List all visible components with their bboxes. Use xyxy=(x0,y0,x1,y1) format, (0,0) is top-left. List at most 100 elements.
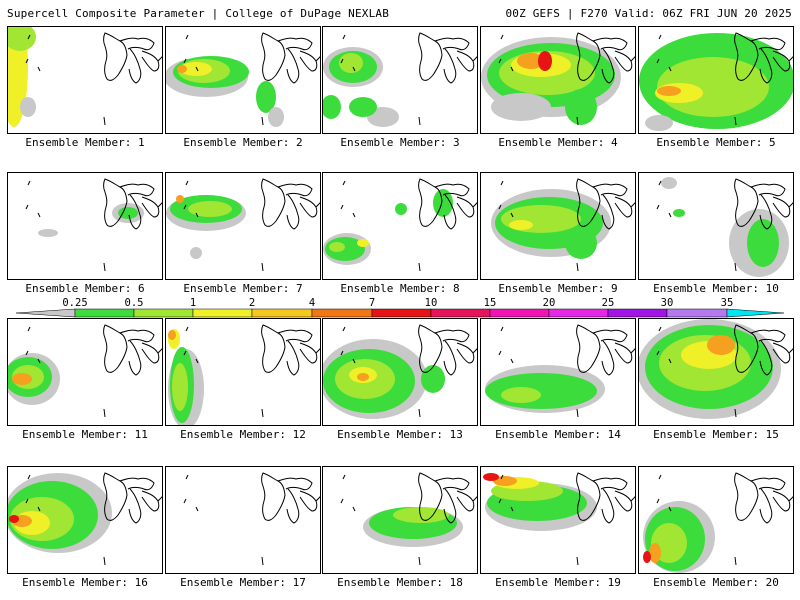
scp-map xyxy=(323,32,477,127)
member-label: Ensemble Member: 15 xyxy=(653,428,779,441)
legend-label: 1 xyxy=(189,297,197,309)
scp-map xyxy=(483,472,635,566)
great-lakes-coastline xyxy=(261,324,320,376)
great-lakes-coastline xyxy=(261,32,320,84)
scp-contour xyxy=(268,107,284,127)
shoreline-marks xyxy=(340,34,421,126)
member-label: Ensemble Member: 1 xyxy=(25,136,145,149)
ensemble-panel xyxy=(638,318,794,426)
great-lakes-coastline xyxy=(418,472,477,524)
scp-contour xyxy=(256,81,276,113)
great-lakes-coastline xyxy=(418,32,477,84)
legend-color-swatch xyxy=(726,308,785,318)
legend-label: 20 xyxy=(542,297,556,309)
scp-contour xyxy=(9,515,19,523)
scp-map xyxy=(168,324,320,425)
shoreline-marks xyxy=(183,180,264,272)
scp-contour xyxy=(645,115,673,131)
scp-contour xyxy=(38,229,58,237)
shoreline-marks xyxy=(340,180,421,272)
ensemble-panel xyxy=(7,318,163,426)
shoreline-marks xyxy=(340,326,421,418)
great-lakes-coastline xyxy=(103,32,162,84)
legend-color-swatch xyxy=(133,308,194,318)
member-label: Ensemble Member: 14 xyxy=(495,428,621,441)
great-lakes-coastline xyxy=(418,178,477,230)
scp-contour xyxy=(180,62,212,76)
member-label: Ensemble Member: 19 xyxy=(495,576,621,589)
scp-contour xyxy=(172,363,188,411)
scp-contour xyxy=(657,86,681,96)
scp-map xyxy=(485,324,635,418)
scp-contour xyxy=(339,53,363,73)
shoreline-marks xyxy=(656,474,737,566)
legend-color-swatch xyxy=(74,308,135,318)
ensemble-panel xyxy=(165,172,321,280)
member-label: Ensemble Member: 3 xyxy=(340,136,460,149)
scp-map xyxy=(8,324,162,418)
scp-map xyxy=(323,324,477,419)
scp-contour xyxy=(565,227,597,259)
shoreline-marks xyxy=(25,34,106,126)
scp-contour xyxy=(649,543,661,563)
ensemble-panel xyxy=(7,172,163,280)
scp-contour xyxy=(673,209,685,217)
ensemble-panel xyxy=(480,318,636,426)
shoreline-marks xyxy=(340,474,421,566)
color-legend-bar xyxy=(15,308,785,318)
scp-contour xyxy=(349,97,377,117)
member-label: Ensemble Member: 12 xyxy=(180,428,306,441)
great-lakes-coastline xyxy=(576,32,635,84)
member-label: Ensemble Member: 5 xyxy=(656,136,776,149)
shoreline-marks xyxy=(498,180,579,272)
shoreline-marks xyxy=(183,474,264,566)
legend-label: 25 xyxy=(601,297,615,309)
great-lakes-coastline xyxy=(261,472,320,524)
scp-contour xyxy=(433,189,453,217)
scp-contour xyxy=(501,205,581,233)
scp-contour xyxy=(565,89,597,125)
scp-contour xyxy=(329,242,345,252)
scp-map xyxy=(183,472,320,566)
shoreline-marks xyxy=(25,474,106,566)
great-lakes-coastline xyxy=(734,178,793,230)
scp-contour xyxy=(188,201,232,217)
scp-contour xyxy=(8,27,36,51)
shoreline-marks xyxy=(498,34,579,126)
shoreline-marks xyxy=(656,180,737,272)
member-label: Ensemble Member: 8 xyxy=(340,282,460,295)
scp-contour xyxy=(190,247,202,259)
great-lakes-coastline xyxy=(734,324,793,376)
scp-map xyxy=(340,472,477,566)
great-lakes-coastline xyxy=(576,324,635,376)
title-left: Supercell Composite Parameter | College … xyxy=(7,7,390,20)
great-lakes-coastline xyxy=(576,472,635,524)
legend-color-swatch xyxy=(371,308,432,318)
shoreline-marks xyxy=(183,326,264,418)
scp-contour xyxy=(12,373,32,385)
member-label: Ensemble Member: 11 xyxy=(22,428,148,441)
ensemble-panel xyxy=(7,26,163,134)
scp-map xyxy=(25,178,162,272)
member-label: Ensemble Member: 16 xyxy=(22,576,148,589)
scp-contour xyxy=(485,373,597,409)
scp-contour xyxy=(118,207,138,219)
legend-color-swatch xyxy=(192,308,253,318)
scp-contour xyxy=(357,239,369,247)
legend-color-swatch xyxy=(489,308,550,318)
legend-label: 4 xyxy=(308,297,316,309)
scp-contour xyxy=(323,95,341,119)
legend-color-swatch xyxy=(251,308,313,318)
member-label: Ensemble Member: 4 xyxy=(498,136,618,149)
member-label: Ensemble Member: 17 xyxy=(180,576,306,589)
scp-contour xyxy=(357,373,369,381)
legend-label: 0.5 xyxy=(124,297,144,309)
member-label: Ensemble Member: 13 xyxy=(337,428,463,441)
title-right: 00Z GEFS | F270 Valid: 06Z FRI JUN 20 20… xyxy=(505,7,792,20)
legend-label: 30 xyxy=(660,297,674,309)
scp-contour xyxy=(707,335,735,355)
ensemble-panel xyxy=(638,466,794,574)
shoreline-marks xyxy=(498,326,579,418)
scp-map xyxy=(481,32,635,126)
shoreline-marks xyxy=(656,34,737,126)
